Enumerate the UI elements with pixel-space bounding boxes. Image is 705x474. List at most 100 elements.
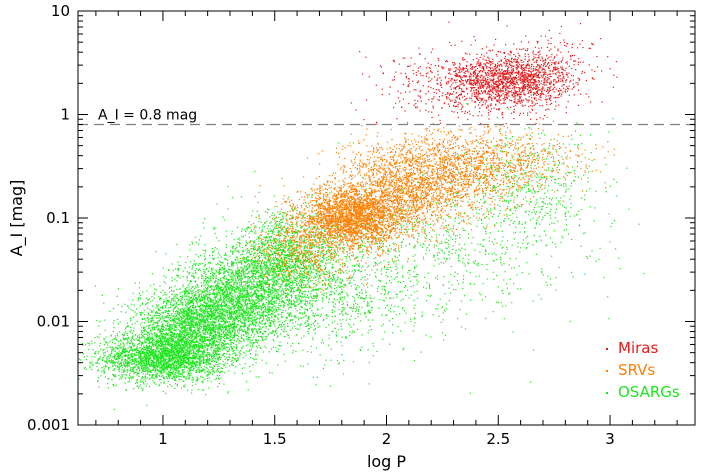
data-point <box>98 350 100 352</box>
data-point <box>197 349 199 351</box>
data-point <box>198 342 200 344</box>
data-point <box>166 320 168 322</box>
data-point <box>113 350 115 352</box>
data-point <box>103 371 105 373</box>
data-point <box>158 359 160 361</box>
data-point <box>130 378 132 380</box>
data-point <box>233 304 235 307</box>
data-point <box>249 365 251 368</box>
data-point <box>190 328 192 330</box>
data-point <box>179 367 181 369</box>
data-point <box>172 348 174 350</box>
data-point <box>217 338 219 341</box>
data-point <box>104 364 106 366</box>
data-point <box>179 323 181 325</box>
data-point <box>164 357 166 359</box>
data-point <box>203 321 205 323</box>
data-point <box>163 359 165 361</box>
data-point <box>177 298 179 300</box>
data-point <box>162 390 164 393</box>
data-point <box>189 299 191 301</box>
data-point <box>159 372 161 374</box>
data-point <box>171 333 174 335</box>
data-point <box>187 369 189 371</box>
data-point <box>191 359 193 361</box>
data-point <box>195 312 197 314</box>
data-point <box>152 380 154 382</box>
data-point <box>201 354 203 356</box>
data-point <box>191 316 193 318</box>
data-point <box>132 299 134 301</box>
data-point <box>168 341 171 343</box>
data-point <box>269 372 271 374</box>
data-point <box>128 354 130 356</box>
data-point <box>232 337 234 339</box>
data-point <box>178 359 180 361</box>
data-point <box>108 360 110 362</box>
data-point <box>255 341 257 343</box>
data-point <box>178 353 180 355</box>
data-point <box>121 374 123 376</box>
data-point <box>224 308 226 310</box>
data-point <box>180 300 182 302</box>
data-point <box>99 342 102 344</box>
data-point <box>169 343 171 345</box>
data-point <box>193 302 195 304</box>
data-point <box>237 321 239 323</box>
data-point <box>227 332 229 334</box>
data-point <box>209 372 211 374</box>
data-point <box>195 370 197 372</box>
data-point <box>178 320 180 322</box>
data-point <box>153 320 155 322</box>
data-point <box>175 311 177 313</box>
data-point <box>148 365 151 367</box>
data-point <box>119 345 121 347</box>
data-point <box>206 324 208 326</box>
data-point <box>177 364 179 366</box>
data-point <box>212 335 214 337</box>
data-point <box>187 299 189 301</box>
data-point <box>154 362 157 364</box>
data-point <box>215 321 217 323</box>
data-point <box>148 354 151 356</box>
data-point <box>119 343 121 345</box>
data-point <box>225 328 227 331</box>
data-point <box>117 358 119 360</box>
data-point <box>149 350 151 352</box>
data-point <box>137 351 140 353</box>
data-point <box>121 368 123 370</box>
data-point <box>159 352 161 354</box>
data-point <box>131 370 133 372</box>
data-point <box>172 335 175 337</box>
data-point <box>105 357 107 359</box>
data-point <box>195 345 197 347</box>
data-point <box>154 352 156 354</box>
data-point <box>114 357 116 359</box>
data-point <box>186 351 188 353</box>
data-point <box>188 353 190 355</box>
data-point <box>245 344 247 347</box>
data-point <box>200 347 202 349</box>
data-point <box>209 304 211 306</box>
data-point <box>131 360 133 362</box>
data-point <box>187 366 189 368</box>
data-point <box>254 304 256 306</box>
data-point <box>130 308 132 311</box>
data-point <box>162 372 164 374</box>
data-point <box>143 364 145 366</box>
data-point <box>235 366 237 368</box>
data-point <box>171 349 173 351</box>
data-point <box>184 376 186 379</box>
data-point <box>206 354 208 356</box>
data-point <box>207 348 209 350</box>
data-point <box>170 317 172 319</box>
data-point <box>102 369 104 371</box>
data-point <box>112 369 114 371</box>
data-point <box>164 368 166 370</box>
data-point <box>155 311 157 313</box>
data-point <box>139 296 141 298</box>
data-point <box>197 368 199 370</box>
data-point <box>195 379 197 381</box>
data-point <box>171 360 173 362</box>
data-point <box>155 365 157 368</box>
